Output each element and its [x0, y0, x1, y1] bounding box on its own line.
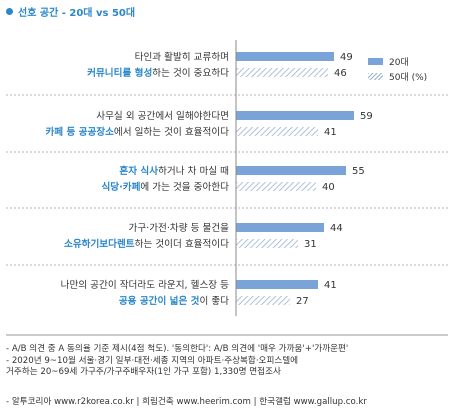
category-label: 타인과 활발히 교류하며: [135, 51, 229, 63]
value-label-20s: 49: [340, 52, 353, 63]
category-label: 사무실 외 공간에서 일해야한다면: [96, 110, 229, 122]
value-label-50s: 46: [334, 68, 347, 79]
value-label-20s: 44: [330, 223, 343, 234]
category-label: 혼자 식사하거나 차 마실 때: [119, 165, 229, 177]
value-label-50s: 31: [304, 239, 317, 250]
value-label-20s: 55: [352, 166, 365, 177]
chart-header: 선호 공간 - 20대 vs 50대: [6, 4, 135, 19]
footnote: - 2020년 9~10월 서울·경기 일부·대전·세종 지역의 아파트·주상복…: [6, 355, 299, 366]
bar-20s: [236, 166, 346, 175]
category-label: 커뮤니티를 형성하는 것이 중요하다: [87, 67, 229, 79]
category-label: 식당·카페에 가는 것을 중아한다: [101, 181, 229, 193]
source-credit: - 알투코리아 www.r2korea.co.kr | 희림건축 www.hee…: [6, 397, 367, 407]
bar-50s: [236, 296, 290, 305]
legend-item-20s: 20대: [368, 54, 427, 69]
bar-20s: [236, 111, 354, 120]
value-label-50s: 40: [322, 182, 335, 193]
footnote: - A/B 의견 중 A 동의율 기준 제시(4점 척도). '동의한다': A…: [6, 344, 349, 354]
legend-label-50s: 50대 (%): [389, 73, 428, 83]
title-bullet-icon: [6, 8, 13, 15]
bar-50s: [236, 68, 328, 77]
category-label: 소유하기보다렌트하는 것이더 효율적이다: [64, 238, 229, 250]
category-label: 가구·가전·차량 등 물건을: [129, 222, 230, 234]
value-label-50s: 41: [324, 127, 337, 138]
footnote: 거주하는 20~69세 가구주/가구주배우자(1인 가구 포함) 1,330명 …: [6, 367, 281, 378]
value-label-50s: 27: [296, 296, 309, 307]
legend-item-50s: 50대 (%): [368, 69, 427, 84]
footnotes: - A/B 의견 중 A 동의율 기준 제시(4점 척도). '동의한다': A…: [6, 344, 348, 379]
bar-20s: [236, 280, 318, 289]
legend: 20대 50대 (%): [368, 54, 427, 84]
value-label-20s: 41: [324, 280, 337, 291]
bar-50s: [236, 182, 316, 191]
legend-label-20s: 20대: [389, 58, 409, 68]
bar-50s: [236, 239, 298, 248]
chart-title: 선호 공간 - 20대 vs 50대: [18, 8, 136, 19]
legend-swatch-hatched: [368, 73, 383, 80]
bar-20s: [236, 223, 324, 232]
category-label: 나만의 공간이 작더라도 라운지, 헬스장 등: [61, 280, 230, 291]
bar-50s: [236, 127, 318, 136]
category-label: 카페 등 공공장소에서 일하는 것이 효율적이다: [45, 126, 229, 138]
legend-swatch-solid: [368, 58, 383, 65]
value-label-20s: 59: [360, 111, 373, 122]
category-label: 공용 공간이 넓은 것이 좋다: [119, 295, 229, 307]
bar-20s: [236, 52, 334, 61]
